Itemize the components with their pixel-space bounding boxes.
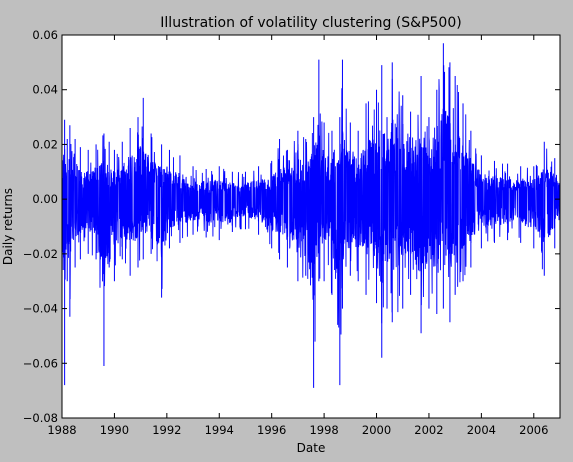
y-tick-label: 0.00 <box>32 192 58 206</box>
x-axis: 1988 1990 1992 1994 1996 1998 2000 2002 2004 2006 <box>47 35 548 437</box>
x-axis-label: Date <box>297 441 326 455</box>
y-tick-label: −0.04 <box>23 302 58 316</box>
y-axis-label: Daily returns <box>1 188 15 265</box>
x-tick-label: 2004 <box>467 423 496 437</box>
plot-frame <box>61 34 561 419</box>
x-tick-label: 1998 <box>309 423 338 437</box>
y-axis: −0.08 −0.06 −0.04 −0.02 0.00 0.02 0.04 0.06 <box>23 28 560 425</box>
y-tick-label: −0.02 <box>23 247 58 261</box>
x-tick-label: 1992 <box>152 423 181 437</box>
x-tick-label: 1996 <box>257 423 286 437</box>
x-tick-label: 1990 <box>100 423 129 437</box>
chart-title: Illustration of volatility clustering (S… <box>160 15 461 31</box>
y-tick-label: 0.04 <box>32 83 58 97</box>
x-tick-label: 2006 <box>519 423 548 437</box>
y-tick-label: −0.06 <box>23 356 58 370</box>
x-tick-label: 2000 <box>362 423 391 437</box>
series-line-daily-returns <box>61 65 561 342</box>
y-tick-label: 0.06 <box>32 28 58 42</box>
x-tick-label: 1988 <box>47 423 76 437</box>
x-tick-label: 2002 <box>414 423 443 437</box>
y-tick-label: −0.08 <box>23 411 58 425</box>
x-tick-label: 1994 <box>205 423 234 437</box>
y-tick-label: 0.02 <box>32 137 58 151</box>
